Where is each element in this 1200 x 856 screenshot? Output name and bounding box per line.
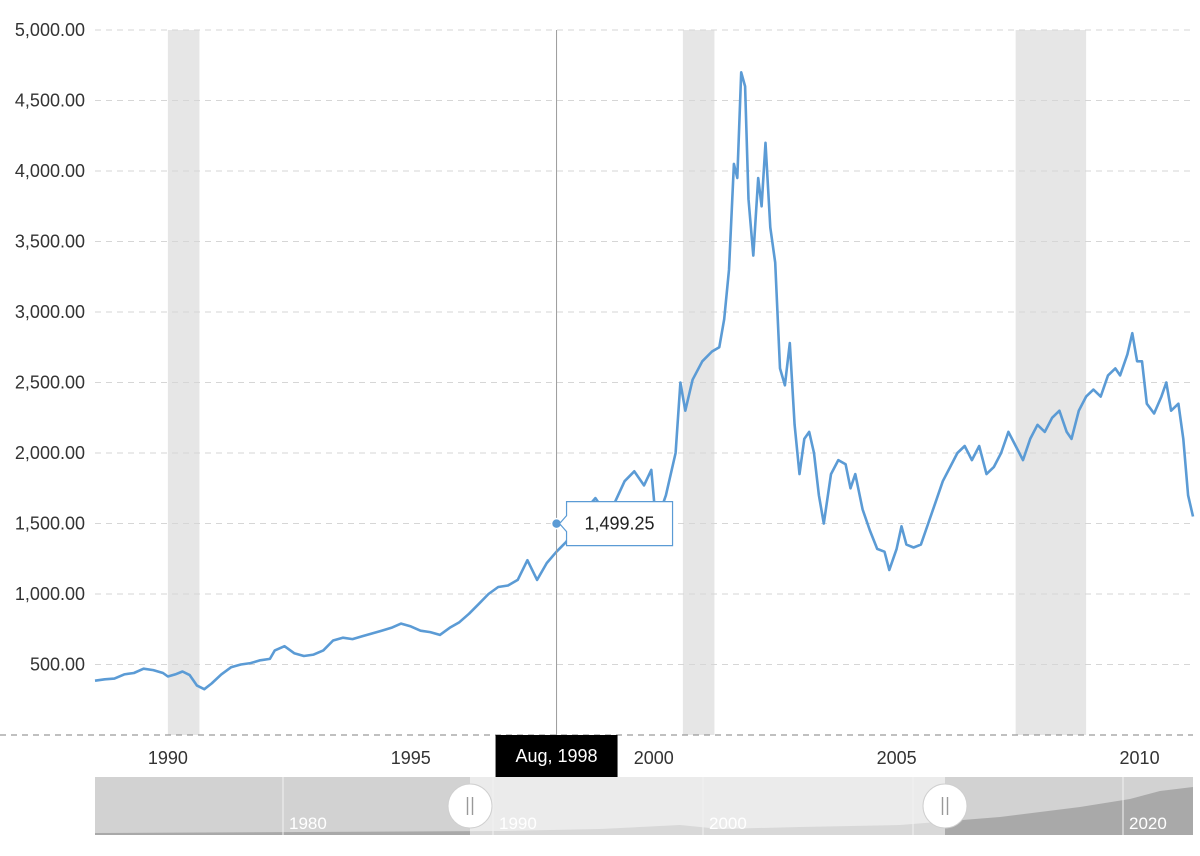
date-tooltip: [495, 735, 618, 777]
series-layer: [94, 71, 1195, 691]
y-tick-label: 4,000.00: [15, 161, 85, 181]
navigator-right-handle[interactable]: [922, 783, 968, 829]
value-tooltip: [558, 501, 674, 547]
y-axis: 500.00 1,000.00 1,500.00 2,000.00 2,500.00 3,…: [15, 20, 85, 675]
y-tick-label: 3,000.00: [15, 302, 85, 322]
navigator-bar: 1980 1990 2000 2020: [95, 777, 1193, 835]
navigator-label: 2000: [709, 814, 747, 833]
x-tick-label: 1995: [391, 748, 431, 768]
navigator-series: [95, 787, 1193, 835]
y-tick-label: 2,500.00: [15, 373, 85, 393]
tooltip-date: Aug, 1998: [516, 746, 598, 766]
navigator-selection[interactable]: [470, 777, 945, 835]
navigator-left-handle[interactable]: [447, 783, 493, 829]
series-line[interactable]: [94, 71, 1195, 691]
crosshair: 1,499.25 Aug, 1998: [495, 30, 674, 777]
y-tick-label: 2,000.00: [15, 443, 85, 463]
y-tick-label: 1,000.00: [15, 584, 85, 604]
y-tick-label: 3,500.00: [15, 232, 85, 252]
y-tick-label: 5,000.00: [15, 20, 85, 40]
x-tick-label: 2010: [1120, 748, 1160, 768]
y-tick-label: 4,500.00: [15, 91, 85, 111]
tooltip-value: 1,499.25: [585, 514, 655, 534]
recession-band: [682, 30, 715, 735]
x-axis: 1990 1995 2000 2005 2010: [148, 748, 1160, 768]
x-tick-label: 1990: [148, 748, 188, 768]
x-tick-label: 2005: [877, 748, 917, 768]
navigator-label: 1990: [499, 814, 537, 833]
navigator-label: 2020: [1129, 814, 1167, 833]
y-tick-label: 1,500.00: [15, 514, 85, 534]
y-tick-label: 500.00: [30, 655, 85, 675]
navigator-label: 1980: [289, 814, 327, 833]
x-tick-label: 2000: [634, 748, 674, 768]
